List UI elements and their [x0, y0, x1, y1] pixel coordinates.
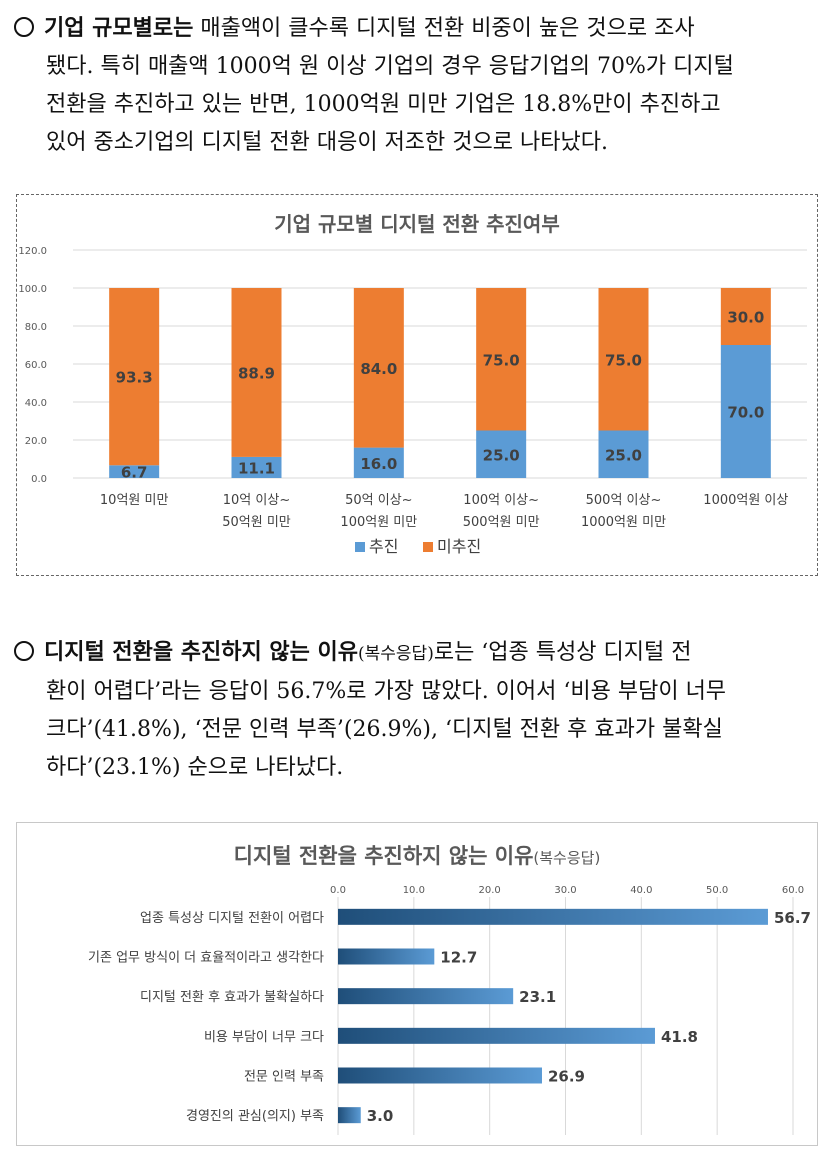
bar-segment-not-promoted	[476, 288, 527, 431]
x-tick-label: 1000억원 이상	[703, 493, 788, 508]
bar	[338, 1027, 655, 1044]
x-tick-label: 10억원 미만	[100, 493, 169, 508]
stacked-bar-chart-box: 기업 규모별 디지털 전환 추진여부 0.0 20.0 40.0 60.0 80.0 100…	[16, 194, 818, 576]
y-tick-label: 120.0	[18, 246, 47, 257]
bar-segment-not-promoted	[720, 288, 771, 345]
chart-title: 기업 규모별 디지털 전환 추진여부	[274, 212, 559, 236]
y-tick-label: 비용 부담이 너무 크다	[204, 1030, 324, 1045]
x-tick-label: 0.0	[330, 885, 346, 896]
chart-title: 디지털 전환을 추진하지 않는 이유(복수응답)	[234, 844, 601, 868]
hollow-circle-bullet-icon	[14, 17, 34, 37]
paragraph-line: 하다’(23.1%) 순으로 나타났다.	[46, 755, 344, 780]
paragraph-line: 있어 중소기업의 디지털 전환 대응이 저조한 것으로 나타났다.	[46, 130, 608, 155]
chart-title-note: (복수응답)	[533, 849, 600, 867]
horizontal-bar-chart-box: 디지털 전환을 추진하지 않는 이유(복수응답) 0.0 10.0 20.0 30.0 4…	[16, 822, 818, 1146]
legend-label: 미추진	[437, 537, 481, 556]
legend-swatch	[423, 542, 433, 552]
x-tick-label: 100억 이상~	[463, 493, 539, 508]
y-tick-label: 0.0	[31, 474, 47, 485]
data-label: 25.0	[483, 446, 520, 464]
y-tick-label: 디지털 전환 후 효과가 불확실하다	[140, 990, 324, 1005]
x-tick-label: 60.0	[782, 885, 804, 896]
paragraph-line: 매출액이 클수록 디지털 전환 비중이 높은 것으로 조사	[193, 16, 695, 41]
data-label: 41.8	[661, 1028, 698, 1046]
x-tick-label: 30.0	[554, 885, 576, 896]
x-tick-label: 50억 이상~	[345, 493, 412, 508]
bar-segment-not-promoted	[231, 288, 282, 457]
bar-segment-promoted	[353, 447, 404, 478]
data-label: 88.9	[238, 364, 275, 382]
data-label: 75.0	[605, 351, 642, 369]
legend-swatch	[355, 542, 365, 552]
data-label: 11.1	[238, 459, 275, 477]
data-label: 3.0	[367, 1107, 394, 1125]
bar-segment-promoted	[598, 430, 649, 478]
paragraph-lead: 기업 규모별로는	[44, 16, 194, 41]
data-label: 23.1	[519, 988, 556, 1006]
bar-segment-promoted	[476, 430, 527, 478]
bar-segment-not-promoted	[353, 288, 404, 448]
data-label: 12.7	[440, 949, 477, 967]
y-tick-label: 40.0	[25, 398, 47, 409]
x-tick-label: 10억 이상~	[223, 493, 290, 508]
paragraph-size: 기업 규모별로는 매출액이 클수록 디지털 전환 비중이 높은 것으로 조사 됐…	[14, 10, 826, 162]
bar-segment-promoted	[109, 465, 160, 478]
paragraph-lead: 디지털 전환을 추진하지 않는 이유	[44, 640, 358, 665]
y-tick-label: 기존 업무 방식이 더 효율적이라고 생각한다	[88, 951, 324, 966]
paragraph-line: 크다’(41.8%), ‘전문 인력 부족’(26.9%), ‘디지털 전환 후…	[46, 717, 723, 742]
y-tick-label: 80.0	[25, 322, 47, 333]
bar	[338, 1067, 542, 1084]
x-tick-label: 500억원 미만	[463, 515, 540, 530]
y-tick-label: 경영진의 관심(의지) 부족	[186, 1109, 324, 1124]
bar-segment-not-promoted	[598, 288, 649, 431]
paragraph-line: 환이 어렵다’라는 응답이 56.7%로 가장 많았다. 이어서 ‘비용 부담이…	[46, 679, 727, 704]
data-label: 6.7	[121, 464, 148, 482]
x-tick-label: 1000억원 미만	[581, 515, 666, 530]
paragraph-reasons: 디지털 전환을 추진하지 않는 이유(복수응답)로는 ‘업종 특성상 디지털 전…	[14, 634, 826, 787]
bar	[338, 948, 435, 965]
x-tick-label: 100억원 미만	[340, 515, 417, 530]
bar-segment-promoted	[231, 456, 282, 478]
data-label: 26.9	[548, 1068, 585, 1086]
data-label: 25.0	[605, 446, 642, 464]
horizontal-bar-chart: 디지털 전환을 추진하지 않는 이유(복수응답) 0.0 10.0 20.0 30.0 4…	[88, 844, 811, 1135]
hollow-circle-bullet-icon	[14, 641, 34, 661]
data-label: 70.0	[727, 404, 764, 422]
paragraph-line: 전환을 추진하고 있는 반면, 1000억원 미만 기업은 18.8%만이 추진…	[46, 92, 721, 117]
paragraph-line: 됐다. 특히 매출액 1000억 원 이상 기업의 경우 응답기업의 70%가 …	[46, 54, 734, 79]
x-tick-label: 500억 이상~	[586, 493, 662, 508]
paragraph-line: 로는 ‘업종 특성상 디지털 전	[433, 640, 692, 665]
x-tick-label: 40.0	[630, 885, 652, 896]
bar	[338, 908, 768, 925]
legend-label: 추진	[369, 537, 398, 556]
bar	[338, 1107, 361, 1124]
y-tick-label: 20.0	[25, 436, 47, 447]
data-label: 75.0	[483, 351, 520, 369]
chart-title-main: 디지털 전환을 추진하지 않는 이유	[234, 844, 534, 868]
y-tick-label: 60.0	[25, 360, 47, 371]
data-label: 56.7	[774, 909, 811, 927]
x-tick-label: 20.0	[479, 885, 501, 896]
y-tick-label: 전문 인력 부족	[244, 1070, 324, 1085]
data-label: 16.0	[360, 455, 397, 473]
data-label: 30.0	[727, 309, 764, 327]
y-tick-label: 100.0	[18, 284, 47, 295]
x-tick-label: 10.0	[403, 885, 425, 896]
bar-segment-not-promoted	[109, 288, 160, 466]
x-tick-label: 50.0	[706, 885, 728, 896]
x-tick-label: 50억원 미만	[222, 515, 291, 530]
bar	[338, 988, 514, 1005]
y-tick-label: 업종 특성상 디지털 전환이 어렵다	[140, 911, 324, 926]
data-label: 93.3	[116, 369, 153, 387]
stacked-bar-chart: 기업 규모별 디지털 전환 추진여부 0.0 20.0 40.0 60.0 80.0 100…	[18, 212, 807, 556]
data-label: 84.0	[360, 360, 397, 378]
paragraph-note: (복수응답)	[358, 644, 434, 664]
bar-segment-promoted	[720, 345, 771, 478]
